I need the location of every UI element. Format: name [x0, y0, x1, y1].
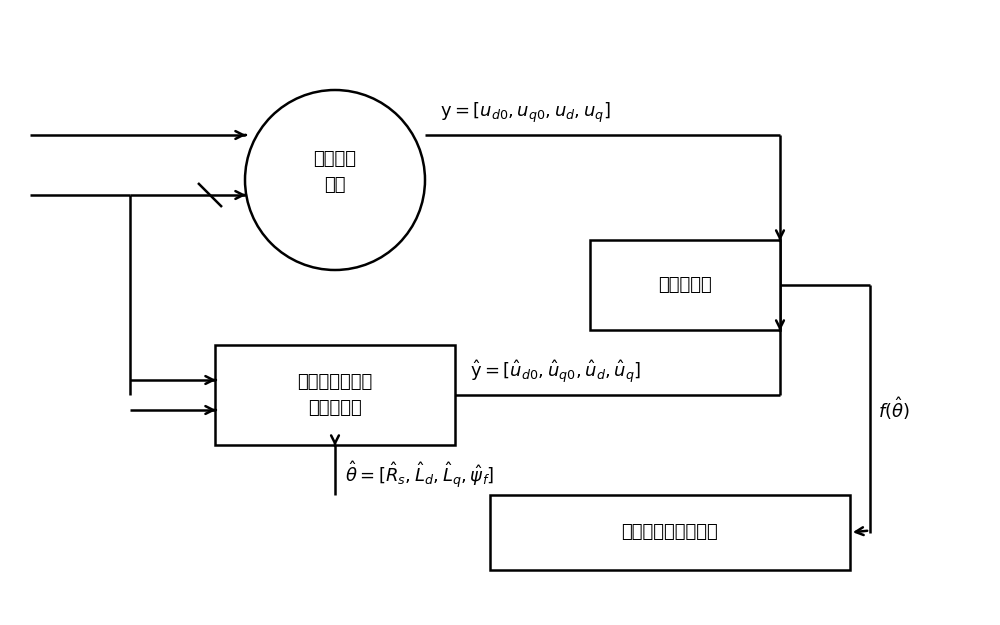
- Text: $\hat{\mathrm{y}}=[\hat{u}_{d0},\hat{u}_{q0},\hat{u}_{d},\hat{u}_{q}]$: $\hat{\mathrm{y}}=[\hat{u}_{d0},\hat{u}_…: [470, 358, 641, 385]
- Text: $\mathrm{y}=[u_{d0},u_{q0},u_{d},u_{q}]$: $\mathrm{y}=[u_{d0},u_{q0},u_{d},u_{q}]$: [440, 101, 611, 125]
- Text: 适应度函数: 适应度函数: [658, 276, 712, 294]
- Text: $\hat{\theta}=[\hat{R}_{s},\hat{L}_{d},\hat{L}_{q},\hat{\psi}_{f}]$: $\hat{\theta}=[\hat{R}_{s},\hat{L}_{d},\…: [345, 459, 494, 490]
- Bar: [590, 240, 780, 330]
- Text: $f(\hat{\theta})$: $f(\hat{\theta})$: [878, 396, 910, 422]
- Bar: [490, 495, 850, 570]
- Bar: [215, 345, 455, 445]
- Circle shape: [245, 90, 425, 270]
- Text: 改进的樽海鞘群算法: 改进的樽海鞘群算法: [622, 524, 718, 541]
- Text: 永磁同步电机参
数辨识模型: 永磁同步电机参 数辨识模型: [297, 372, 373, 418]
- Text: 永磁同步
电机: 永磁同步 电机: [314, 150, 356, 194]
